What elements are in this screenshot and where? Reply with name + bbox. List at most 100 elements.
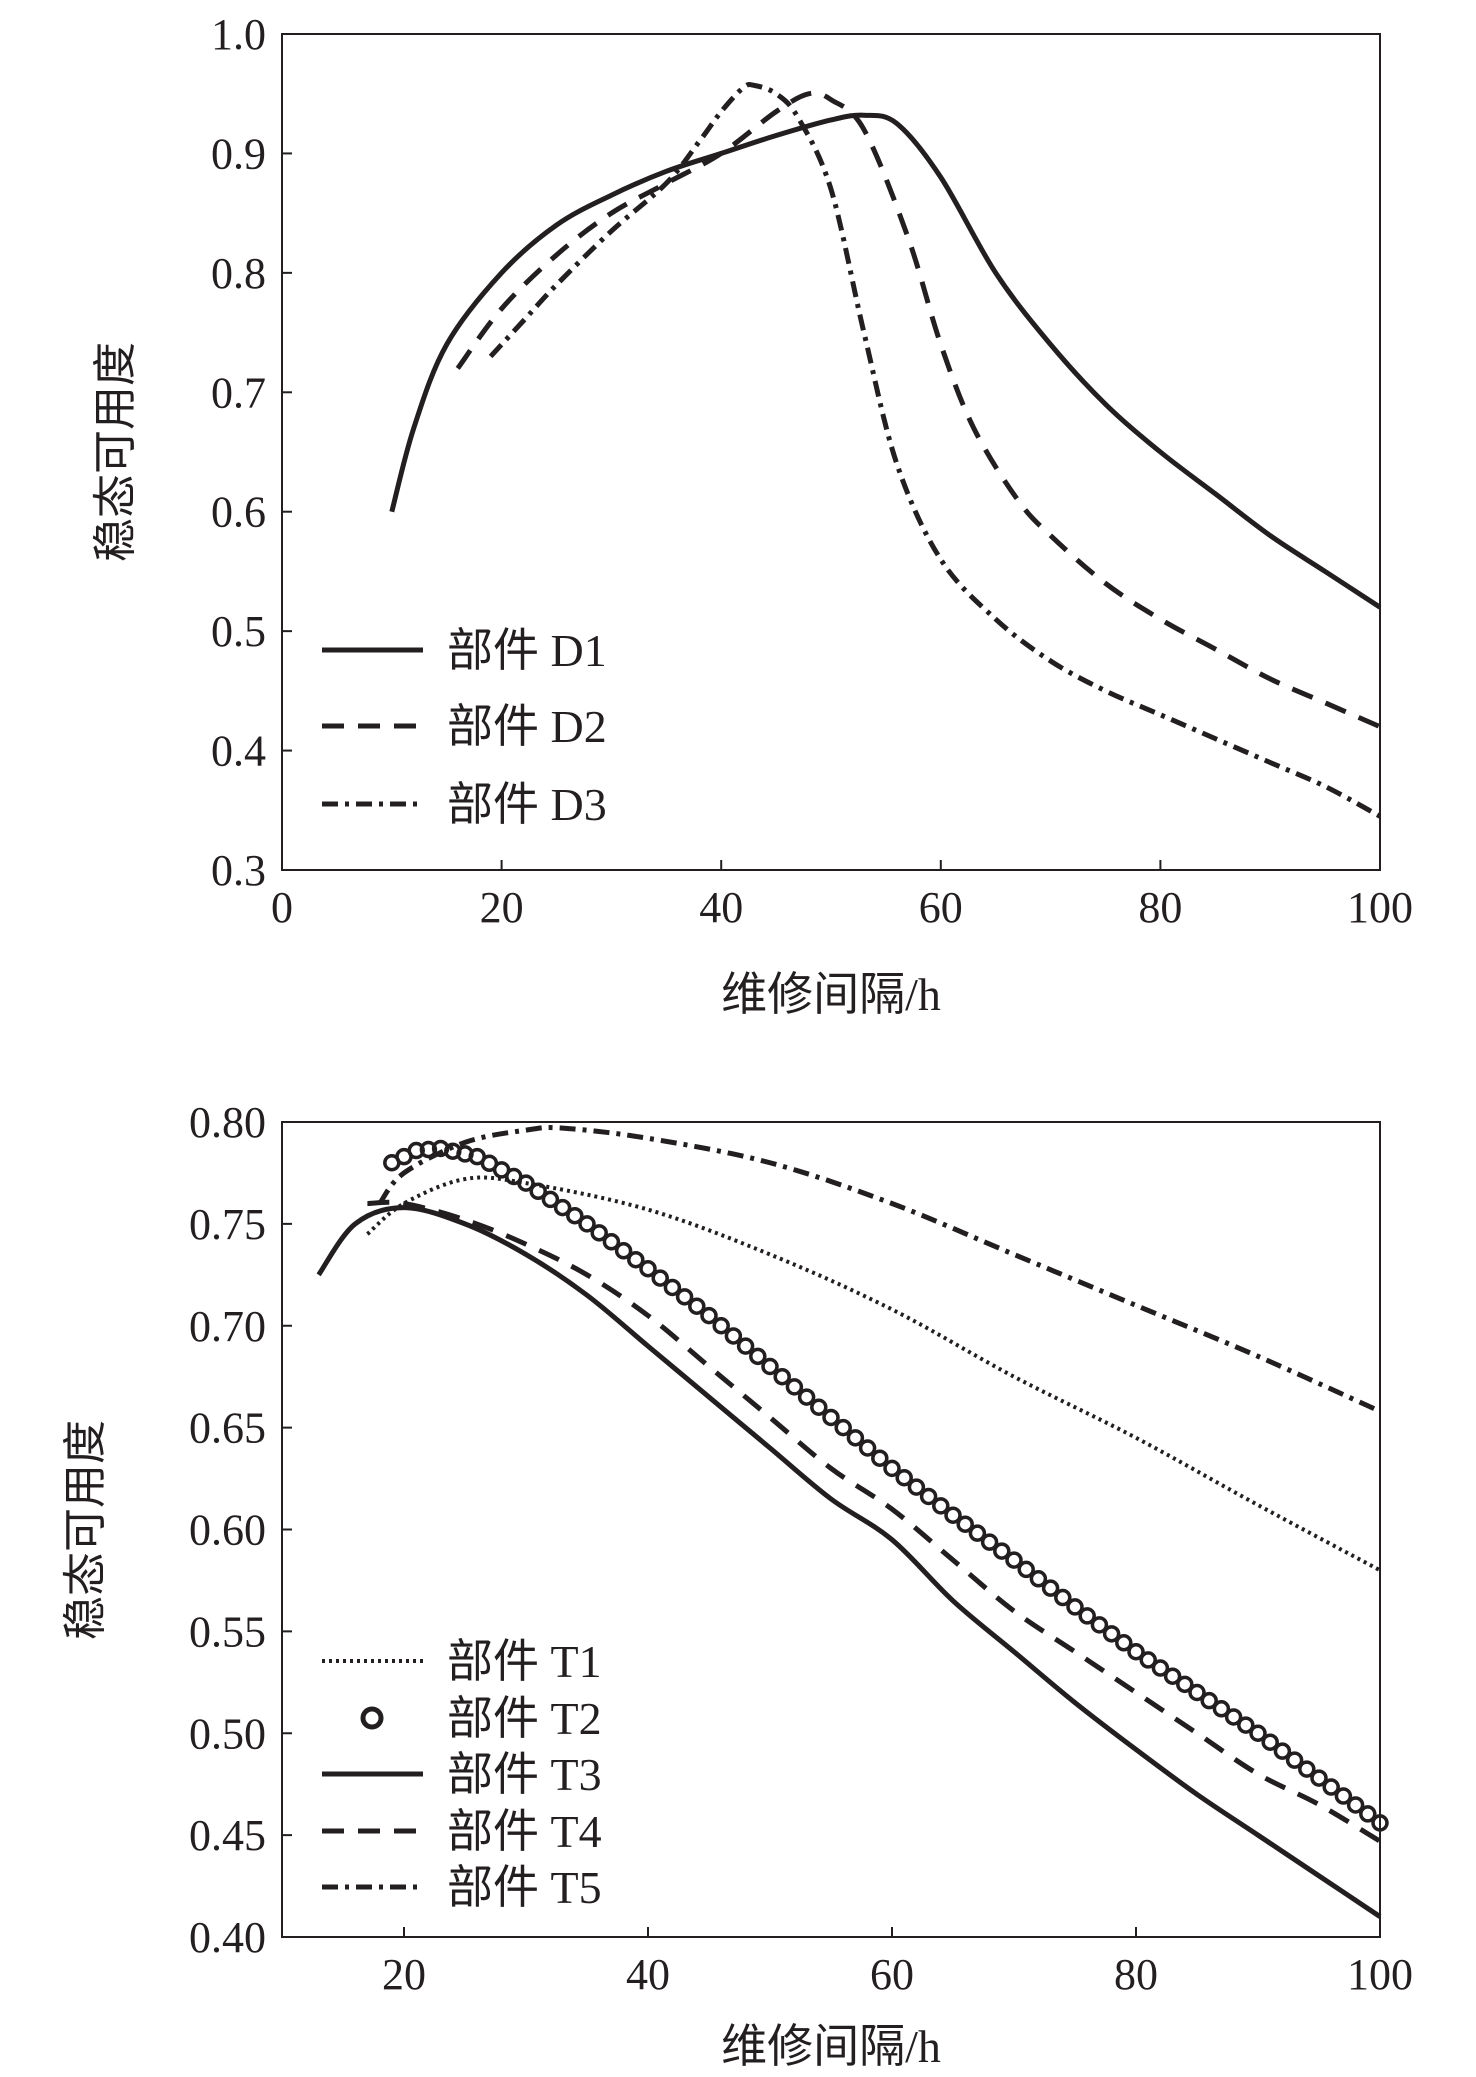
y-tick-label: 0.70 [189,1302,266,1351]
series-部件T2-marker [639,1259,657,1278]
series-部件T2-marker [651,1269,669,1287]
legend-label: 部件 D3 [447,779,607,830]
series-部件T2-marker [1359,1805,1377,1823]
y-tick-label: 0.40 [189,1913,266,1962]
series-部件T2-marker [578,1215,596,1233]
series-部件T2-marker [785,1378,804,1396]
legend-marker [360,1706,384,1730]
x-tick-label: 60 [870,1950,914,1999]
x-axis-label: 维修间隔/h [721,969,941,1020]
series-部件T2-marker [919,1487,938,1506]
y-tick-label: 0.65 [189,1404,266,1453]
series-部件T2-marker [956,1515,974,1533]
x-tick-label: 0 [271,883,293,932]
series-部件T2-marker [1090,1616,1109,1634]
series-部件T2-marker [810,1398,828,1416]
chart-1: 0 20 40 60 80 100 0.3 0.4 0.5 0.6 0.7 0.8 0.9 1.0 维修间隔… [91,10,1413,1020]
series-部件T2-marker [517,1174,535,1192]
series-line-部件T4 [367,1199,1382,1844]
legend-label: 部件 D1 [447,625,607,676]
series-部件T2-marker [1371,1814,1389,1832]
series-部件T2-marker [1041,1579,1060,1597]
series-部件T2-marker [1017,1560,1035,1579]
plot-frame [281,33,1381,871]
series-部件T2-marker [566,1206,584,1225]
x-tick-label: 40 [699,883,743,932]
series-部件T2-marker [858,1439,877,1457]
series-部件T2-marker [1188,1683,1206,1702]
y-axis-label: 稳态可用度 [91,342,140,562]
series-部件T2-marker [529,1182,547,1201]
x-tick-label: 100 [1347,1950,1413,1999]
series-部件T2-marker [541,1190,560,1209]
series-部件T2-marker [1273,1742,1292,1760]
series-部件T2-marker [797,1388,816,1406]
series-部件T2-marker [895,1468,913,1487]
series-部件T2-marker [932,1497,950,1515]
series-部件T2-marker [749,1347,767,1366]
series-部件T2-marker [1115,1634,1133,1652]
legend-label: 部件 T4 [447,1806,602,1857]
series-部件T2-marker [1054,1588,1072,1607]
y-tick-label: 0.45 [189,1811,266,1860]
x-tick-label: 100 [1347,883,1413,932]
legend-label: 部件 T1 [447,1636,602,1687]
legend-label: 部件 T2 [447,1693,602,1744]
series-部件T2-marker [1285,1751,1304,1769]
y-axis-label: 稳态可用度 [61,1420,110,1640]
series-部件T2-marker [675,1288,694,1306]
series-部件T2-marker [968,1524,987,1542]
series-部件T2-marker [980,1533,999,1551]
x-tick-label: 20 [382,1950,426,1999]
y-tick-label: 0.55 [189,1607,266,1656]
series-部件T2-marker [871,1449,889,1467]
x-axis-label: 维修间隔/h [721,2021,941,2072]
series-部件T2-marker [1322,1778,1340,1796]
y-tick-label: 0.8 [211,249,266,298]
series-部件T2-marker [590,1224,608,1242]
y-tick-label: 0.75 [189,1200,266,1249]
y-tick-label: 1.0 [211,10,266,59]
x-tick-label: 80 [1114,1950,1158,1999]
y-tick-label: 0.7 [211,368,266,417]
series-部件T2-marker [1102,1625,1121,1643]
series-部件T2-marker [834,1418,852,1437]
y-tick-label: 0.4 [211,727,266,776]
series-部件T2-marker [1334,1787,1353,1805]
x-tick-label: 40 [626,1950,670,1999]
y-tick-label: 0.60 [189,1506,266,1555]
series-部件T2-marker [1078,1607,1096,1625]
series-部件T2-marker [1310,1769,1328,1787]
series-部件T2-marker [688,1297,706,1315]
series-部件T2-marker [1139,1651,1157,1669]
series-部件T2-marker [944,1506,962,1524]
chart-2: 20 40 60 80 100 0.40 0.45 0.50 0.55 0.60 0.65 0.70 0… [61,1098,1413,2072]
series-line-部件D3 [488,82,1382,819]
series-部件T2-marker [1237,1716,1255,1734]
y-tick-label: 0.50 [189,1709,266,1758]
y-tick-label: 0.3 [211,846,266,895]
series-部件T2-marker [1066,1598,1084,1616]
series-部件T2-marker [1212,1700,1231,1718]
series-部件T2-marker [907,1478,926,1496]
series-部件T2-marker [663,1278,682,1297]
legend-label: 部件 D2 [447,701,607,752]
series-部件T2-marker [993,1542,1011,1560]
series-line-部件T3 [316,1205,1382,1919]
y-tick-label: 0.9 [211,129,266,178]
legend-label: 部件 T5 [447,1862,602,1913]
series-line-部件T1 [366,1175,1381,1573]
series-部件T2-marker [773,1367,791,1386]
series-部件T2-marker [724,1327,743,1345]
series-部件T2-marker [1176,1675,1194,1694]
series-line-部件T5 [377,1125,1382,1414]
series-部件T2-marker [1298,1760,1316,1778]
series-部件T2-marker [1005,1551,1023,1569]
x-tick-label: 80 [1138,883,1182,932]
series-部件T2-marker [614,1242,633,1260]
series-部件T2-marker [761,1357,779,1376]
series-部件T2-marker [1029,1570,1048,1588]
series-部件T2-marker [1127,1643,1145,1661]
series-部件T2-marker [822,1408,840,1427]
